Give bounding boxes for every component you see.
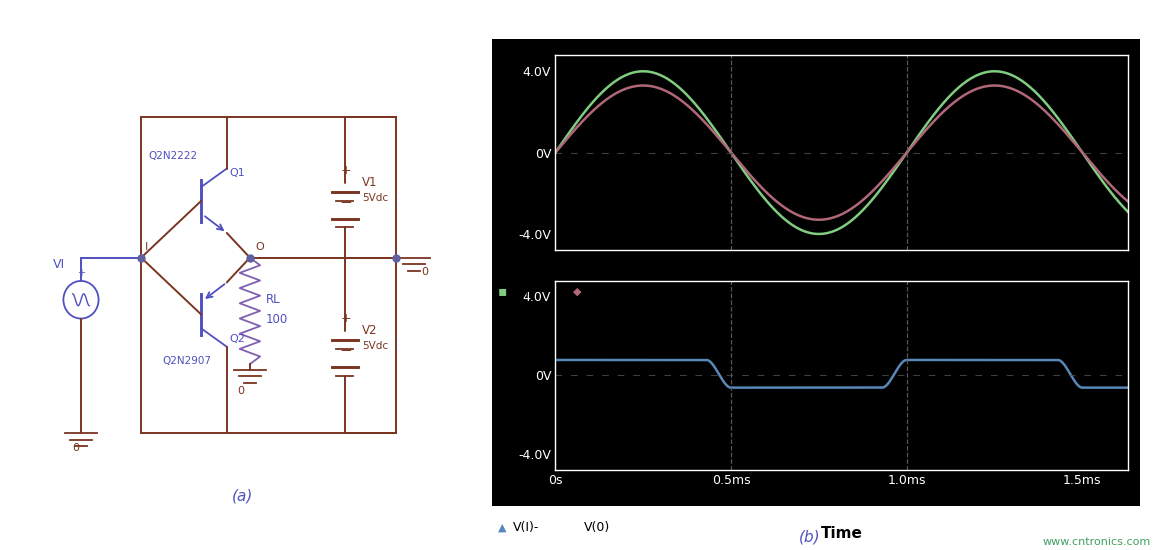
Text: (b): (b)	[799, 530, 820, 544]
Text: −: −	[339, 343, 352, 358]
Text: −: −	[339, 195, 352, 210]
Text: +: +	[78, 267, 84, 278]
Text: RL: RL	[266, 294, 281, 306]
Text: Time: Time	[820, 526, 863, 541]
Text: +: +	[340, 163, 351, 177]
Text: 0: 0	[237, 386, 244, 396]
Text: ◆: ◆	[573, 287, 581, 296]
Text: ▲: ▲	[498, 523, 506, 533]
Text: V2: V2	[362, 324, 378, 337]
Text: 5Vdc: 5Vdc	[362, 341, 389, 351]
Text: Q2: Q2	[229, 334, 245, 344]
Text: V(I)-: V(I)-	[513, 521, 539, 535]
Text: (a): (a)	[233, 488, 253, 503]
Text: 5Vdc: 5Vdc	[362, 192, 389, 203]
Text: V(0): V(0)	[584, 521, 611, 535]
Text: Q2N2907: Q2N2907	[162, 356, 211, 366]
Text: 0: 0	[73, 443, 80, 453]
Text: V(I): V(I)	[513, 285, 535, 298]
Text: V(0): V(0)	[587, 285, 613, 298]
Text: 0: 0	[421, 267, 428, 277]
Text: www.cntronics.com: www.cntronics.com	[1042, 537, 1151, 547]
Text: 100: 100	[266, 314, 288, 326]
Text: ▪: ▪	[498, 284, 507, 299]
Text: Q1: Q1	[229, 168, 245, 178]
Text: VI: VI	[53, 257, 65, 271]
Text: O: O	[256, 242, 264, 252]
Text: I: I	[145, 242, 148, 252]
Text: Q2N2222: Q2N2222	[148, 151, 197, 161]
Text: +: +	[340, 312, 351, 325]
Text: V1: V1	[362, 176, 378, 189]
